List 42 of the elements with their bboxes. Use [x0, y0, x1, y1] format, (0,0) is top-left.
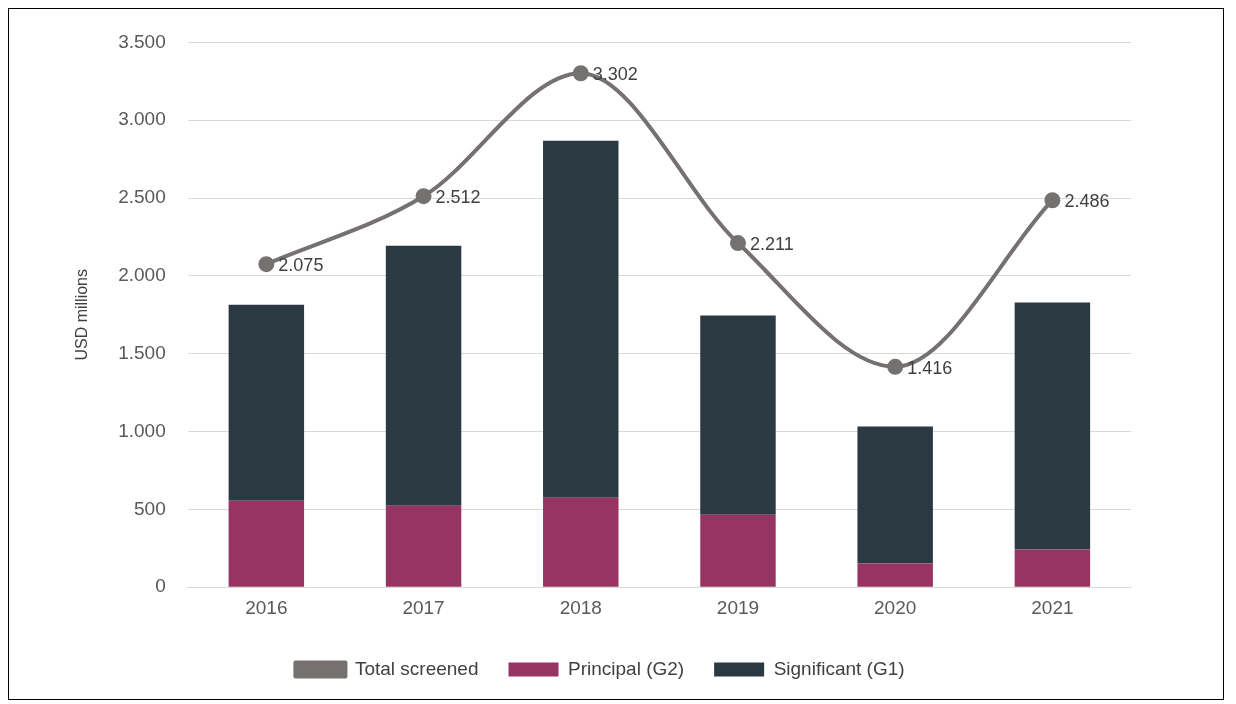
point [258, 256, 275, 273]
bar [1014, 549, 1091, 587]
bar [543, 140, 619, 498]
bar [543, 497, 619, 587]
point [415, 188, 432, 205]
y-tick-label: 1.500 [118, 341, 166, 363]
data-label: 2.512 [435, 187, 481, 208]
y-tick-label: 0 [155, 575, 166, 597]
point [572, 65, 589, 82]
bar [385, 505, 462, 587]
y-tick-label: 2.000 [118, 264, 166, 286]
x-tick-label: 2020 [874, 596, 917, 618]
bar [700, 514, 776, 587]
data-label: 3.302 [592, 64, 638, 85]
y-tick-label: 3.500 [118, 30, 166, 52]
legend-label: Principal (G2) [568, 657, 685, 679]
x-tick-label: 2019 [716, 596, 760, 618]
x-tick-label: 2021 [1031, 596, 1074, 618]
data-label: 2.211 [749, 234, 794, 255]
y-tick-label: 2.500 [118, 186, 166, 208]
legend-label: Significant (G1) [773, 657, 905, 679]
bar [228, 500, 305, 587]
data-label: 1.416 [907, 357, 953, 378]
bar [857, 426, 933, 564]
y-tick-label: 500 [134, 497, 166, 519]
bar [857, 563, 933, 587]
bar [700, 315, 776, 515]
x-tick-label: 2018 [559, 596, 602, 618]
point [887, 358, 904, 375]
y-tick-label: 3.000 [118, 108, 166, 130]
bar [385, 245, 462, 506]
x-tick-label: 2016 [245, 596, 288, 618]
legend-label: Total screened [354, 657, 479, 679]
y-axis-title: USD millions [73, 269, 91, 361]
y-tick-label: 1.000 [118, 419, 166, 441]
point [729, 235, 746, 252]
bar [228, 304, 305, 501]
point [1044, 192, 1061, 209]
bar [1014, 302, 1091, 550]
x-tick-label: 2017 [402, 596, 445, 618]
data-label: 2.486 [1064, 191, 1110, 212]
data-label: 2.075 [278, 255, 324, 276]
